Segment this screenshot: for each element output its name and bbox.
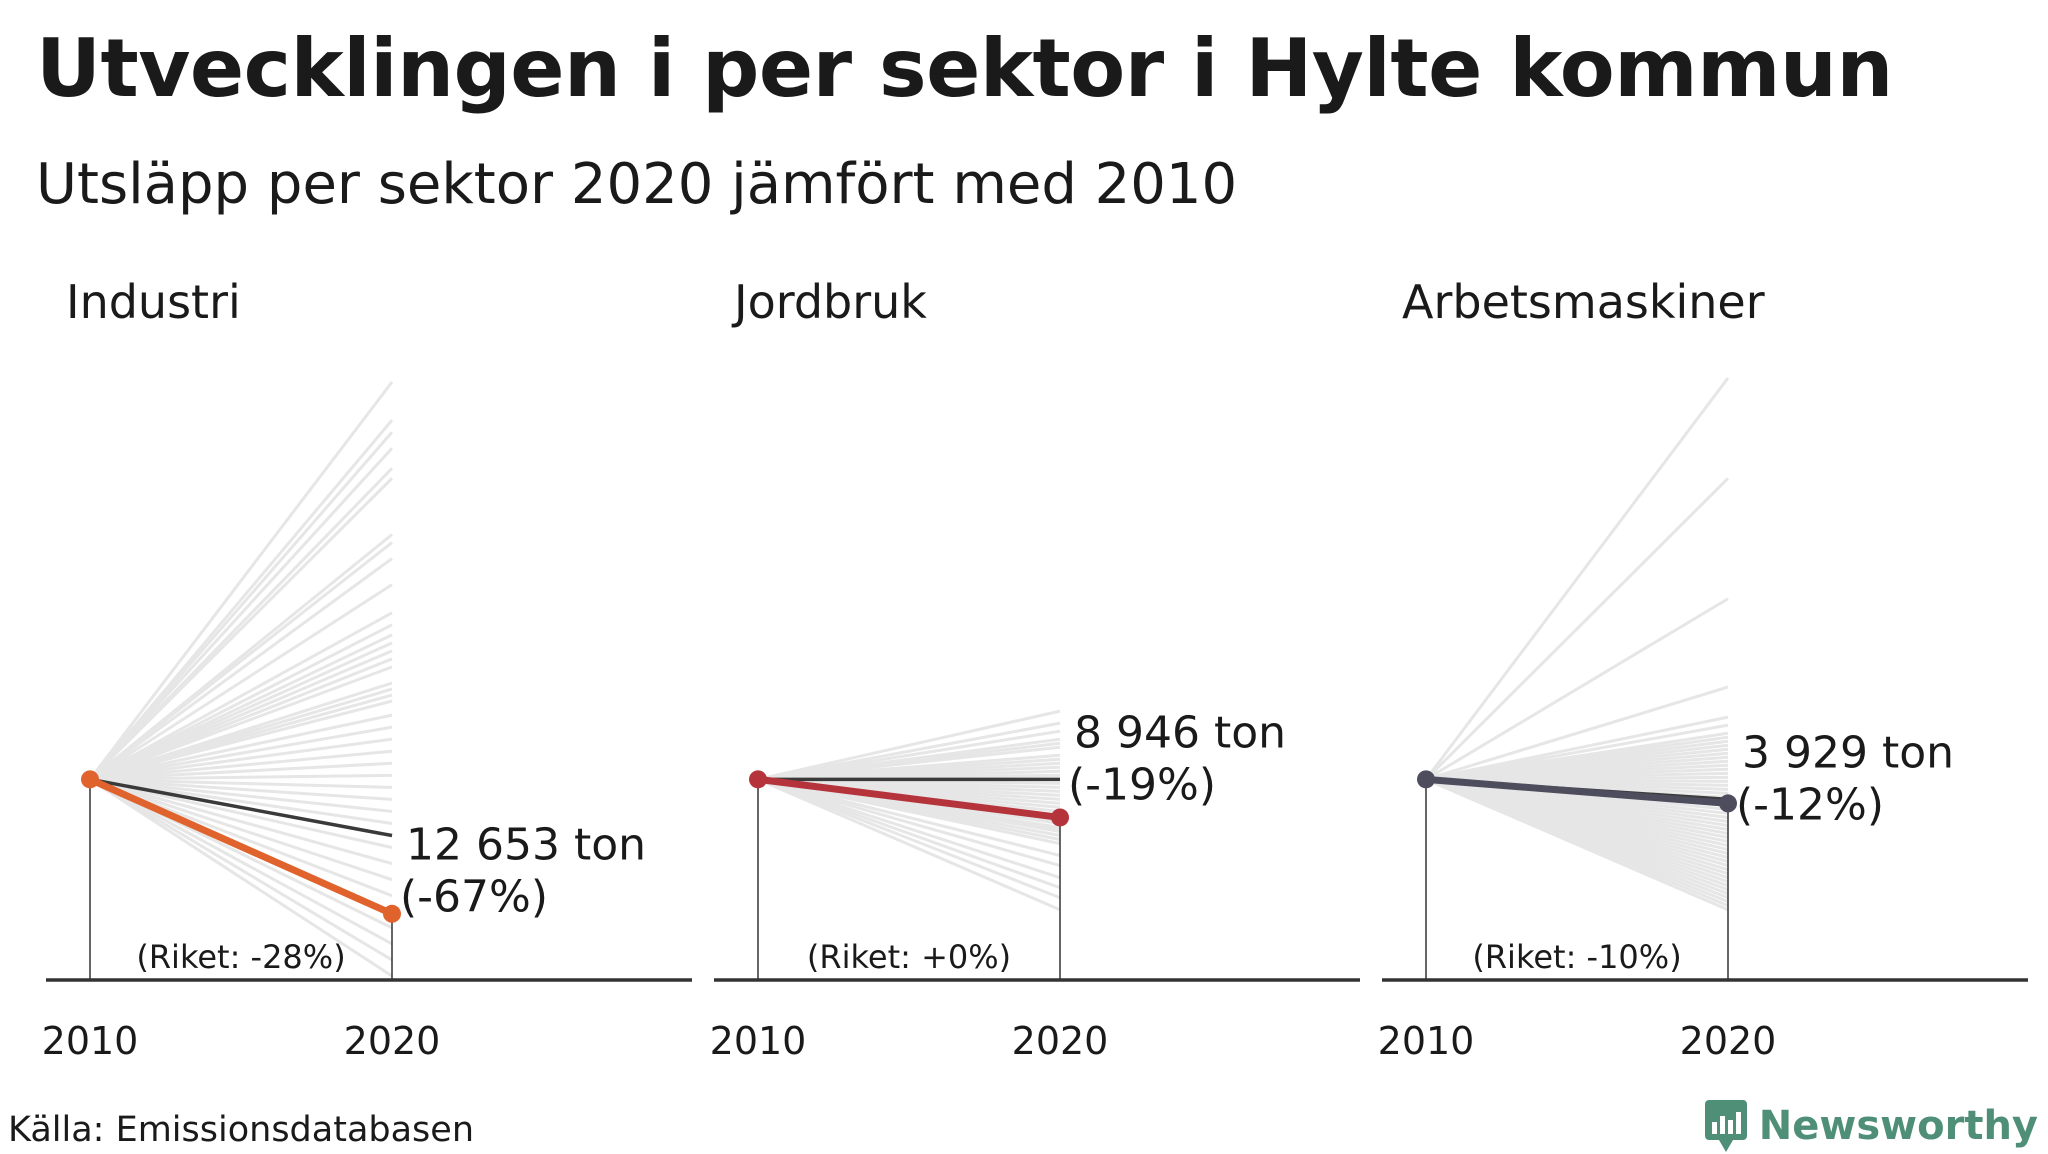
value-label: 8 946 ton (1074, 707, 1286, 758)
highlight-point-2010 (1417, 770, 1435, 789)
background-line (757, 777, 1061, 858)
background-line (88, 477, 394, 781)
x-tick-label: 2020 (1012, 1019, 1109, 1063)
background-line (89, 737, 393, 781)
background-line (89, 623, 393, 781)
background-line (1425, 597, 1729, 781)
x-tick-label: 2010 (1378, 1019, 1475, 1063)
source-note: Källa: Emissionsdatabasen (8, 1110, 475, 1150)
panel-title: Jordbruk (731, 275, 927, 329)
highlight-line (86, 775, 396, 918)
background-line (1425, 685, 1729, 781)
background-line (757, 777, 1061, 846)
background-line (89, 777, 393, 789)
background-line (757, 777, 1061, 900)
national-label: (Riket: -28%) (136, 938, 345, 976)
highlight-point-2020 (1719, 794, 1737, 813)
background-line (89, 777, 393, 850)
background-line (89, 725, 393, 781)
background-line (1424, 477, 1730, 781)
x-tick-label: 2010 (42, 1019, 139, 1063)
change-label: (-19%) (1068, 759, 1216, 810)
background-line (89, 713, 393, 781)
background-line (88, 431, 394, 781)
background-line (89, 699, 393, 781)
panel-3: Arbetsmaskiner 3 929 ton(-12%) (Riket: -10… (1378, 275, 2028, 1063)
background-line (89, 773, 393, 781)
background-line (757, 709, 1061, 781)
highlight-line (1422, 775, 1732, 807)
change-label: (-67%) (400, 872, 548, 923)
change-label: (-12%) (1736, 779, 1884, 830)
background-line (89, 557, 393, 781)
background-line (88, 447, 394, 781)
background-line (1425, 777, 1729, 912)
highlight-line (754, 775, 1064, 821)
background-line (89, 611, 393, 781)
panel-2: Jordbruk 8 946 ton(-19%) (Riket: +0%) 2010 2… (710, 275, 1360, 1063)
background-line (88, 381, 394, 781)
background-line (757, 777, 1061, 890)
chart-subtitle: Utsläpp per sektor 2020 jämfört med 2010 (36, 152, 1238, 217)
panel-title: Industri (66, 275, 241, 329)
x-tick-label: 2020 (1680, 1019, 1777, 1063)
background-line (89, 778, 393, 962)
background-line (89, 749, 393, 781)
background-line (89, 777, 393, 825)
background-line (89, 541, 393, 781)
background-line (89, 761, 393, 781)
highlight-point-2010 (81, 770, 99, 789)
background-line (89, 777, 393, 866)
x-tick-label: 2020 (344, 1019, 441, 1063)
brand-name: Newsworthy (1758, 1103, 2038, 1149)
national-line (89, 777, 393, 838)
background-line (757, 777, 1061, 880)
highlight-point-2020 (1051, 808, 1069, 827)
panel-title: Arbetsmaskiner (1402, 275, 1765, 329)
value-label: 3 929 ton (1742, 727, 1954, 778)
background-line (1424, 377, 1730, 781)
background-line (89, 778, 393, 946)
background-line (89, 778, 393, 978)
background-line (89, 777, 393, 813)
panel-1: Industri 12 653 ton(-67%) (Riket: -28%) 201… (42, 275, 692, 1063)
background-line (89, 777, 393, 801)
newsworthy-logo-icon (1704, 1100, 1747, 1152)
national-label: (Riket: -10%) (1472, 938, 1681, 976)
x-tick-label: 2010 (710, 1019, 807, 1063)
background-line (89, 583, 393, 781)
background-line (89, 665, 393, 781)
background-line (757, 777, 1061, 912)
highlight-point-2020 (383, 904, 401, 923)
background-line (757, 777, 1061, 868)
brand-logo: Newsworthy (1703, 1098, 2038, 1154)
highlight-point-2010 (749, 770, 767, 789)
value-label: 12 653 ton (406, 820, 646, 871)
background-line (89, 777, 393, 882)
chart-title: Utvecklingen i per sektor i Hylte kommun (36, 22, 1893, 115)
national-label: (Riket: +0%) (807, 938, 1011, 976)
